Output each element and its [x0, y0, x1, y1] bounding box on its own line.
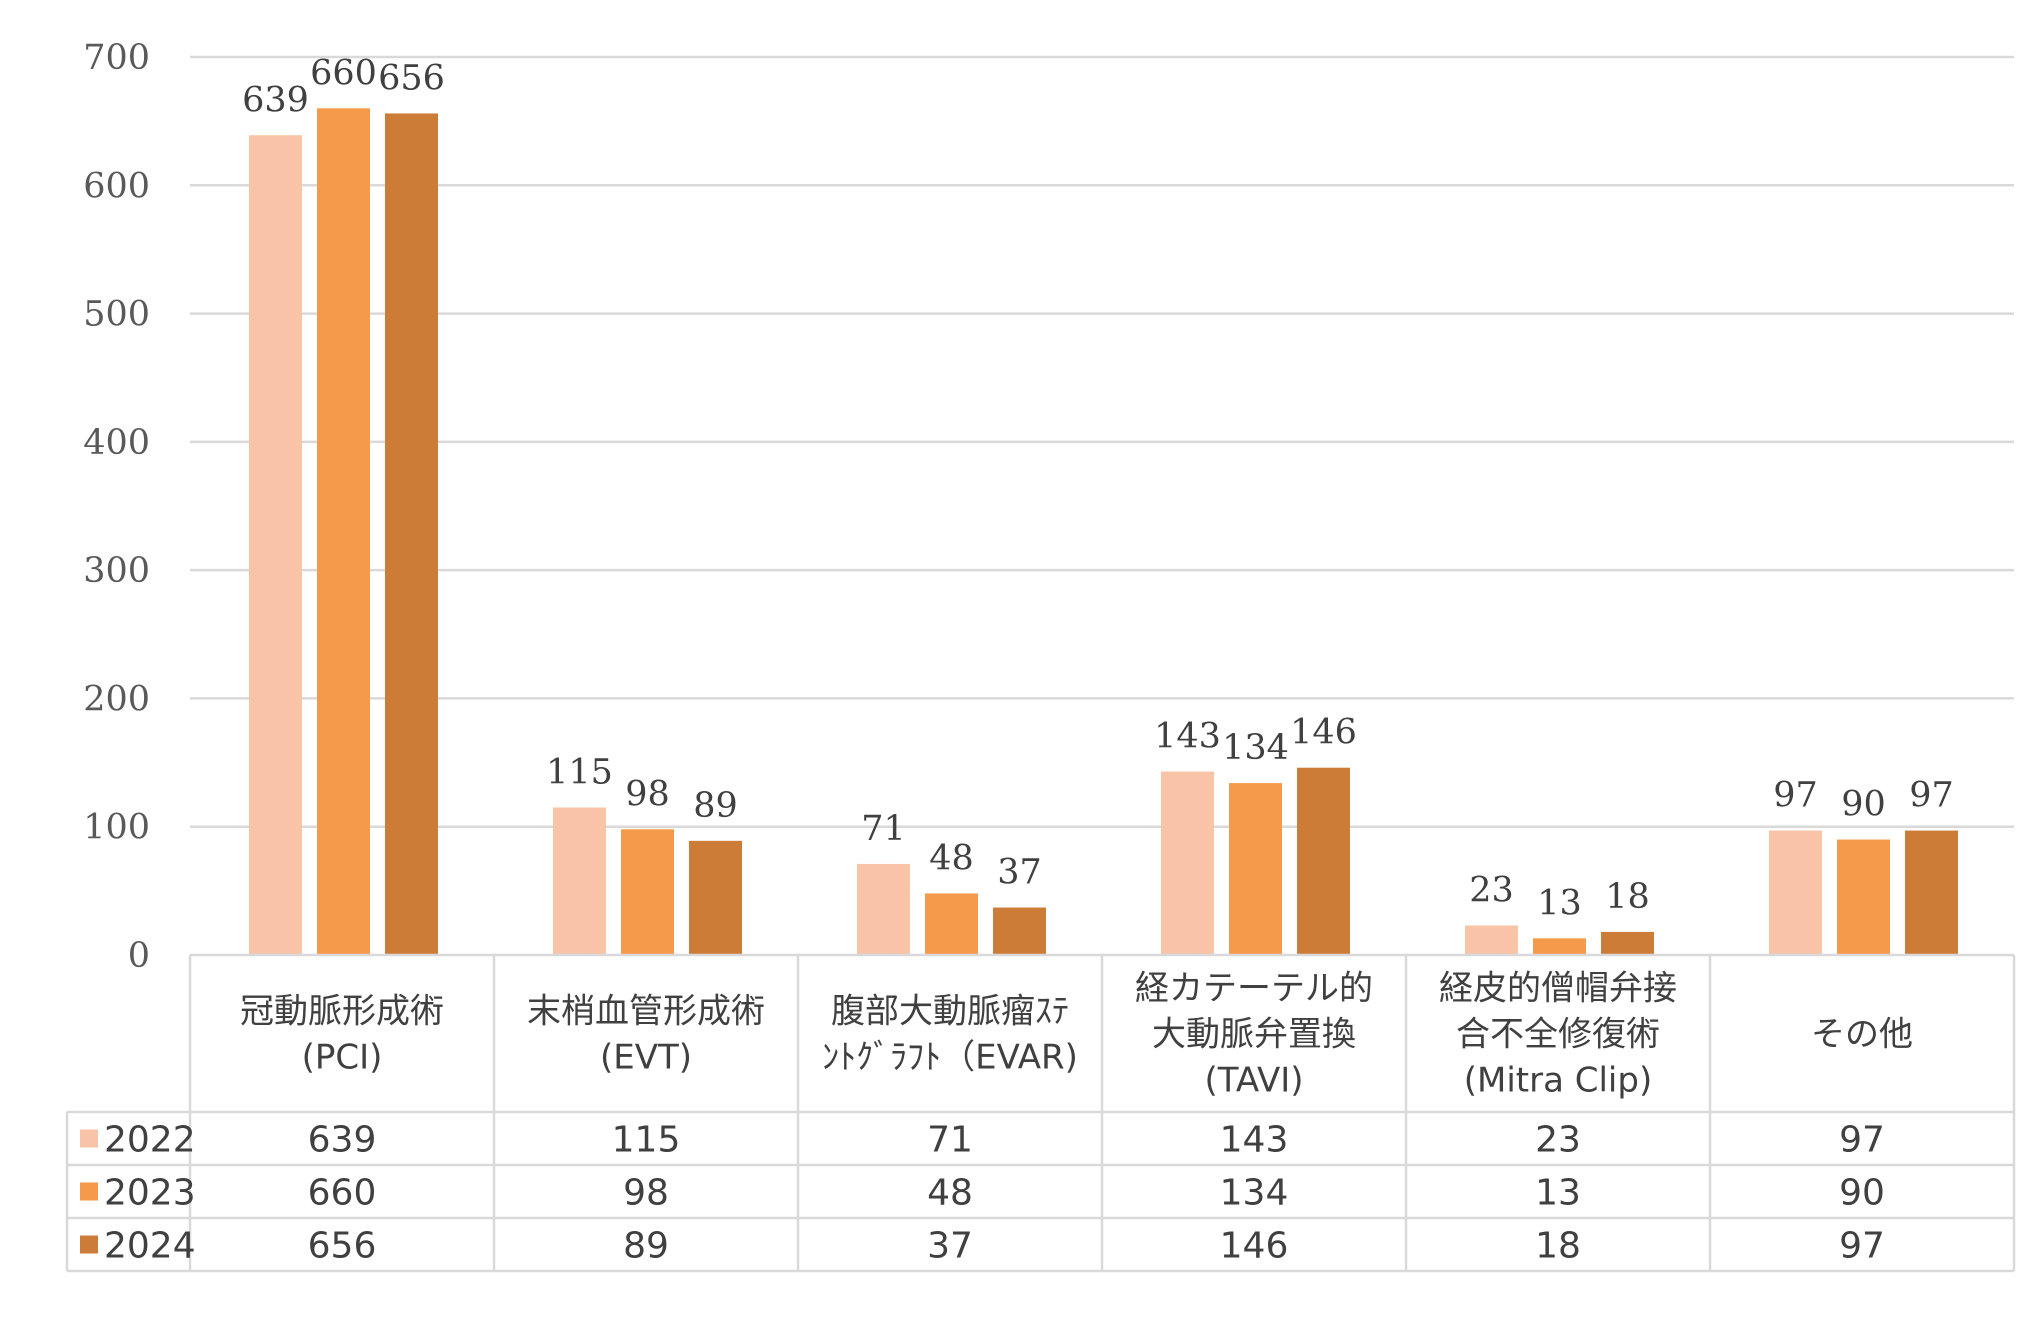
table-cell: 89 — [623, 1226, 669, 1267]
data-label: 23 — [1469, 870, 1514, 910]
category-label-line: (Mitra Clip) — [1464, 1061, 1652, 1101]
category-label-line: 冠動脈形成術 — [240, 992, 444, 1032]
category-label: 末梢血管形成術 (EVT) — [527, 992, 765, 1078]
y-tick-label: 400 — [83, 423, 150, 463]
table-cell: 98 — [623, 1173, 669, 1214]
data-label: 37 — [997, 853, 1042, 893]
data-label: 18 — [1605, 877, 1650, 917]
data-label: 48 — [929, 838, 974, 878]
category-label-line: (TAVI) — [1204, 1061, 1303, 1101]
bars — [249, 108, 1958, 956]
bar-2022 — [1465, 925, 1518, 955]
table-cell: 639 — [308, 1120, 377, 1161]
bar-2024 — [1297, 767, 1350, 955]
legend-label: 2022 — [104, 1120, 196, 1161]
category-label: その他 — [1811, 1015, 1913, 1055]
data-label: 98 — [625, 774, 670, 814]
category-label-line: 経皮的僧帽弁接 — [1439, 969, 1677, 1009]
legend-label: 2024 — [104, 1226, 196, 1267]
y-tick-label: 700 — [83, 38, 150, 78]
y-tick-label: 100 — [83, 808, 150, 848]
y-tick-label: 300 — [83, 551, 150, 591]
table-cell: 134 — [1220, 1173, 1289, 1214]
legend-key-2022 — [80, 1129, 98, 1148]
category-label-line: その他 — [1811, 1015, 1913, 1055]
category-label-line: 腹部大動脈瘤ｽﾃ — [831, 992, 1069, 1032]
table-cell: 71 — [927, 1120, 973, 1161]
category-label: 経皮的僧帽弁接合不全修復術 (Mitra Clip) — [1439, 969, 1677, 1101]
bar-2023 — [1533, 938, 1586, 955]
y-tick-label: 500 — [83, 295, 150, 335]
table-cell: 13 — [1535, 1173, 1581, 1214]
data-label: 639 — [242, 80, 309, 120]
data-label: 146 — [1290, 713, 1357, 753]
bar-2022 — [1769, 830, 1822, 955]
data-label: 97 — [1909, 776, 1954, 816]
table-cell: 656 — [308, 1226, 377, 1267]
category-label-line: (EVT) — [600, 1038, 692, 1078]
category-label-line: 合不全修復術 — [1456, 1015, 1660, 1055]
y-axis-ticks: 0 100 200 300 400 500 600 700 — [83, 38, 150, 976]
bar-2024 — [993, 907, 1046, 955]
table-cell: 97 — [1839, 1226, 1885, 1267]
category-label: 経カテーテル的大動脈弁置換 (TAVI) — [1135, 969, 1373, 1101]
bar-2024 — [385, 113, 438, 955]
table-cell: 115 — [612, 1120, 681, 1161]
bar-2023 — [317, 108, 370, 956]
bar-2023 — [1229, 783, 1282, 955]
category-label-line: 末梢血管形成術 — [527, 992, 765, 1032]
data-label: 97 — [1773, 776, 1818, 816]
y-tick-label: 0 — [128, 936, 150, 976]
data-labels: 639 115 71 143 23 97 660 98 48 134 13 90 656 89 37 146 1… — [242, 53, 1954, 923]
data-label: 134 — [1222, 728, 1289, 768]
data-label: 656 — [378, 58, 445, 98]
table-cell: 90 — [1839, 1173, 1885, 1214]
data-label: 13 — [1537, 883, 1582, 923]
category-label-line: 大動脈弁置換 — [1152, 1015, 1356, 1055]
bar-2023 — [1837, 839, 1890, 955]
bar-2024 — [689, 840, 742, 955]
category-label-line: 経カテーテル的 — [1135, 969, 1373, 1009]
data-label: 115 — [546, 752, 613, 792]
table-cell: 146 — [1220, 1226, 1289, 1267]
legend-key-2024 — [80, 1235, 98, 1254]
table-cell: 48 — [927, 1173, 973, 1214]
category-label: 冠動脈形成術 (PCI) — [240, 992, 444, 1078]
data-label: 89 — [693, 786, 738, 826]
bar-2022 — [857, 863, 910, 955]
category-label: 腹部大動脈瘤ｽﾃ ﾝﾄｸﾞﾗﾌﾄ（EVAR) — [822, 992, 1078, 1078]
y-tick-label: 600 — [83, 166, 150, 206]
data-label: 71 — [861, 809, 906, 849]
y-tick-label: 200 — [83, 679, 150, 719]
legend-label: 2023 — [104, 1173, 196, 1214]
data-table: 冠動脈形成術 (PCI) 末梢血管形成術 (EVT) 腹部大動脈瘤ｽﾃ ﾝﾄｸﾞﾗﾌﾄ（E… — [65, 953, 2016, 1273]
bar-2024 — [1601, 931, 1654, 955]
bar-2023 — [621, 829, 674, 955]
table-cell: 143 — [1220, 1120, 1289, 1161]
bar-2024 — [1905, 830, 1958, 955]
bar-2022 — [1161, 771, 1214, 955]
data-label: 143 — [1154, 717, 1221, 757]
bar-2023 — [925, 893, 978, 955]
bar-2022 — [553, 807, 606, 955]
data-label: 660 — [310, 53, 377, 93]
table-cell: 23 — [1535, 1120, 1581, 1161]
table-cell: 37 — [927, 1226, 973, 1267]
gridlines — [190, 55, 2014, 828]
table-cell: 97 — [1839, 1120, 1885, 1161]
table-cell: 18 — [1535, 1226, 1581, 1267]
data-label: 90 — [1841, 785, 1886, 825]
category-label-line: ﾝﾄｸﾞﾗﾌﾄ（EVAR) — [822, 1038, 1078, 1078]
category-label-line: (PCI) — [302, 1038, 383, 1078]
bar-2022 — [249, 135, 302, 956]
legend-key-2023 — [80, 1182, 98, 1201]
table-cell: 660 — [308, 1173, 377, 1214]
